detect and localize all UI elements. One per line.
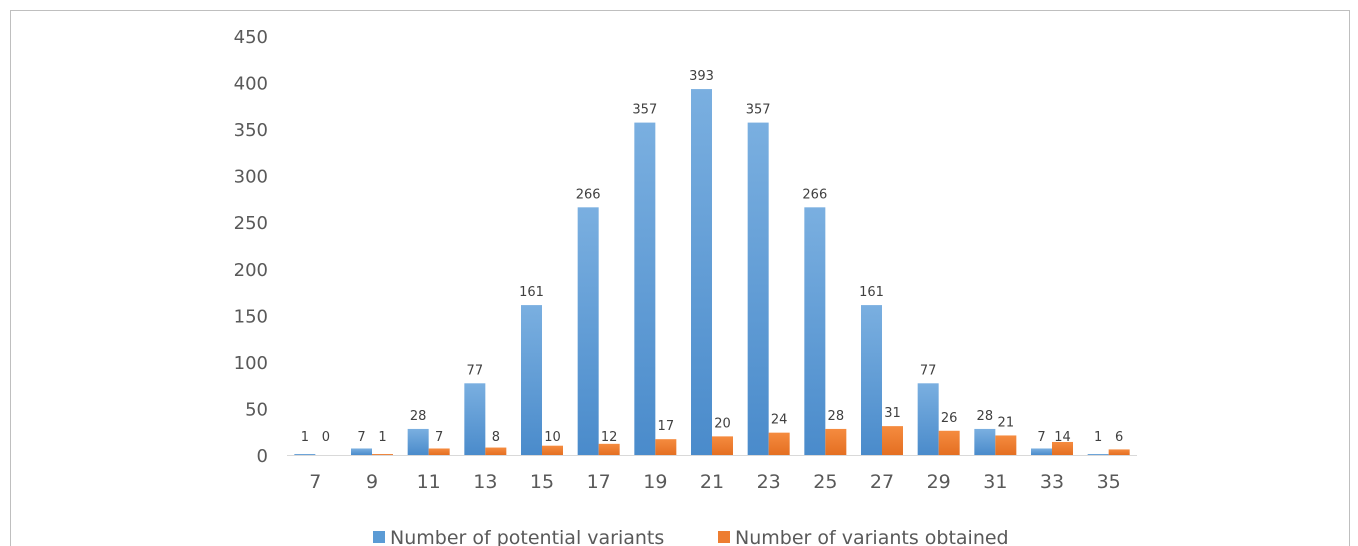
- data-label: 17: [658, 419, 675, 434]
- data-label: 6: [1115, 430, 1123, 445]
- data-label: 77: [467, 363, 484, 378]
- bar-potential-variants: [407, 428, 429, 455]
- y-tick-label: 350: [234, 120, 268, 141]
- bar-variants-obtained: [428, 448, 450, 455]
- bar-variants-obtained: [372, 454, 393, 455]
- bar-variants-obtained: [712, 436, 733, 455]
- y-tick-label: 150: [234, 306, 268, 327]
- legend-entry: Number of variants obtained: [735, 527, 1009, 546]
- bar-variants-obtained: [542, 445, 563, 455]
- data-label: 28: [410, 409, 427, 424]
- data-label: 21: [998, 415, 1015, 430]
- y-axis: 0 50 100 150 200 250 300 350 400 450: [234, 27, 268, 467]
- bar-potential-variants: [1087, 454, 1109, 455]
- data-label: 10: [544, 430, 561, 445]
- data-label: 26: [941, 411, 958, 426]
- bar-variants-obtained: [598, 443, 620, 455]
- x-tick-label: 17: [587, 471, 611, 493]
- data-label: 31: [884, 406, 901, 421]
- data-label: 7: [1037, 430, 1045, 445]
- bar-potential-variants: [917, 383, 939, 455]
- data-label: 20: [714, 416, 731, 431]
- legend: Number of potential variants Number of va…: [373, 527, 1009, 546]
- data-label: 7: [357, 430, 365, 445]
- y-tick-label: 450: [234, 27, 268, 48]
- x-tick-label: 33: [1040, 471, 1064, 493]
- data-label: 28: [828, 409, 845, 424]
- bar-potential-variants: [747, 122, 769, 456]
- y-tick-label: 100: [234, 353, 268, 374]
- data-label: 161: [519, 285, 544, 300]
- bar-variants-obtained: [882, 426, 903, 455]
- x-tick-label: 21: [700, 471, 724, 493]
- bar-variants-obtained: [655, 439, 677, 455]
- bar-variants-obtained: [938, 430, 960, 455]
- data-label: 1: [1094, 430, 1102, 445]
- bar-variants-obtained: [995, 435, 1017, 455]
- bar-variants-obtained: [485, 447, 507, 455]
- y-tick-label: 400: [234, 74, 268, 95]
- data-label: 357: [746, 103, 771, 118]
- y-tick-label: 50: [245, 399, 268, 420]
- x-tick-label: 13: [473, 471, 497, 493]
- x-tick-label: 25: [813, 471, 837, 493]
- data-label: 1: [378, 430, 386, 445]
- x-tick-label: 27: [870, 471, 894, 493]
- x-tick-label: 19: [643, 471, 667, 493]
- x-tick-label: 9: [366, 471, 378, 493]
- bar-variants-obtained: [825, 428, 847, 455]
- bar-potential-variants: [294, 454, 316, 455]
- bar-potential-variants: [351, 448, 372, 455]
- chart-frame: [10, 10, 1350, 546]
- data-label: 77: [920, 363, 937, 378]
- data-label: 1: [301, 430, 309, 445]
- x-tick-label: 29: [927, 471, 951, 493]
- bar-potential-variants: [464, 383, 486, 455]
- legend-entry: Number of potential variants: [390, 527, 664, 546]
- data-label: 161: [859, 285, 884, 300]
- data-label: 7: [435, 430, 443, 445]
- x-tick-label: 35: [1097, 471, 1121, 493]
- legend-swatch: [718, 531, 730, 543]
- data-label: 357: [632, 103, 657, 118]
- bars: [294, 89, 1130, 456]
- x-tick-label: 11: [417, 471, 441, 493]
- bar-potential-variants: [804, 207, 826, 455]
- x-tick-label: 15: [530, 471, 554, 493]
- legend-swatch: [373, 531, 385, 543]
- bar-variants-obtained: [1052, 441, 1073, 455]
- x-tick-label: 7: [309, 471, 321, 493]
- data-label: 266: [802, 187, 827, 202]
- bar-potential-variants: [861, 305, 882, 455]
- bar-potential-variants: [521, 305, 542, 455]
- bar-potential-variants: [691, 89, 712, 455]
- bar-variants-obtained: [768, 432, 790, 455]
- y-tick-label: 300: [234, 167, 268, 188]
- bar-potential-variants: [634, 122, 656, 456]
- x-tick-label: 31: [983, 471, 1007, 493]
- bar-potential-variants: [577, 207, 599, 455]
- data-label: 8: [492, 430, 500, 445]
- data-label: 0: [322, 430, 330, 445]
- y-tick-label: 250: [234, 213, 268, 234]
- data-label: 28: [977, 409, 994, 424]
- x-axis: 7 9 11 13 15 17 19 21 23 25 27 29 31 33 35: [287, 455, 1137, 493]
- bar-potential-variants: [1031, 448, 1052, 455]
- bar-potential-variants: [974, 428, 996, 455]
- y-tick-label: 0: [257, 446, 268, 467]
- data-label: 12: [601, 430, 618, 445]
- y-tick-label: 200: [234, 260, 268, 281]
- data-label: 14: [1054, 430, 1071, 445]
- data-label: 24: [771, 413, 788, 428]
- data-label: 266: [576, 187, 601, 202]
- data-label: 393: [689, 69, 714, 84]
- x-tick-label: 23: [757, 471, 781, 493]
- bar-variants-obtained: [1108, 449, 1130, 455]
